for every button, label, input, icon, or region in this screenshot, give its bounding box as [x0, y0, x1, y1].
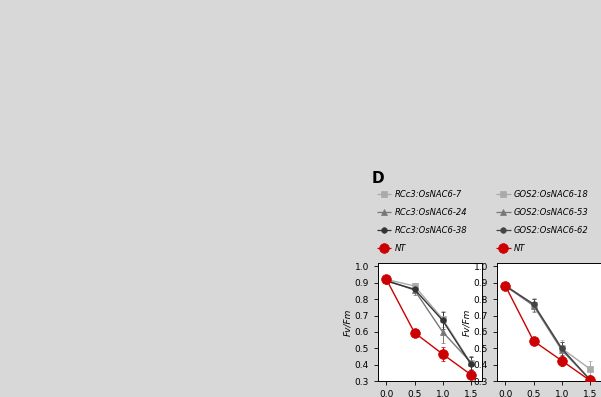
Text: D: D — [372, 171, 385, 186]
Text: RCc3:OsNAC6-38: RCc3:OsNAC6-38 — [395, 225, 468, 235]
Y-axis label: Fv/Fm: Fv/Fm — [462, 308, 471, 336]
Text: GOS2:OsNAC6-53: GOS2:OsNAC6-53 — [514, 208, 588, 216]
Text: RCc3:OsNAC6-7: RCc3:OsNAC6-7 — [395, 189, 462, 198]
Text: NT: NT — [514, 243, 525, 252]
Text: GOS2:OsNAC6-18: GOS2:OsNAC6-18 — [514, 189, 588, 198]
Y-axis label: Fv/Fm: Fv/Fm — [343, 308, 352, 336]
Text: RCc3:OsNAC6-24: RCc3:OsNAC6-24 — [395, 208, 468, 216]
Text: NT: NT — [395, 243, 406, 252]
Text: GOS2:OsNAC6-62: GOS2:OsNAC6-62 — [514, 225, 588, 235]
